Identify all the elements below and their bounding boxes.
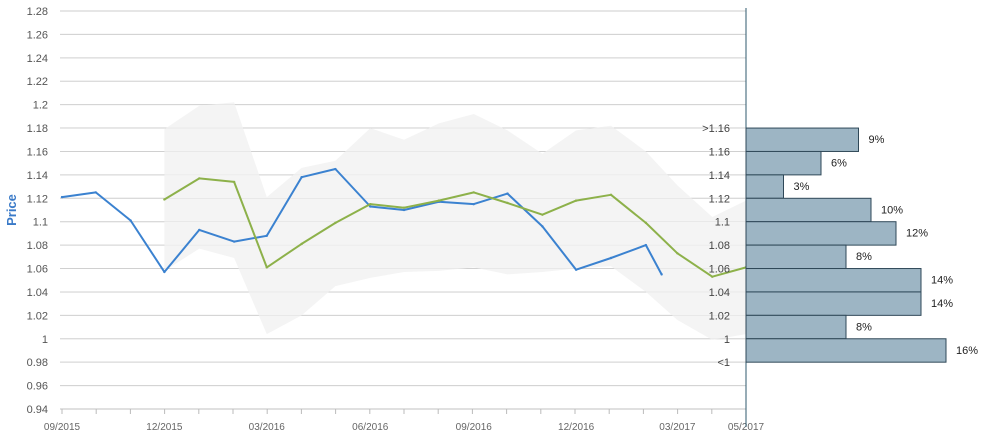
series-2-point [541,213,544,216]
series-1-point [163,270,166,274]
series-2-point [609,193,613,196]
distribution-percent-label: 8% [856,321,872,333]
distribution-bucket-label: 1.02 [709,310,730,322]
series-1-point [300,176,303,179]
series-2-point [676,252,679,255]
series-2-point [506,201,509,205]
distribution-bucket-label: 1.06 [709,264,730,276]
y-tick-label: 1.26 [27,29,48,41]
y-tick-label: 1.28 [27,6,48,18]
series-1-point [60,195,64,199]
series-1-point [609,256,613,260]
x-tick-label: 05/2017 [728,422,765,433]
distribution-bucket-label: 1.12 [709,193,730,205]
distribution-percent-label: 8% [856,251,872,263]
y-tick-label: 1.16 [27,146,48,158]
series-1-point [94,191,97,194]
forecast-range-band [164,102,762,340]
distribution-percent-label: 16% [956,345,978,357]
series-2-point [369,202,372,206]
y-tick-label: 1.12 [27,193,48,205]
x-tick-label: 09/2015 [44,422,81,433]
series-1-point [232,240,236,243]
distribution-percent-label: 14% [931,275,953,287]
x-tick-label: 06/2016 [352,422,389,433]
x-tick-label: 03/2016 [249,422,286,433]
series-1-point [660,273,663,276]
y-axis-label: Price [4,194,19,226]
distribution-bucket-label: 1.04 [709,287,730,299]
distribution-bucket-label: 1.16 [709,146,730,158]
y-tick-label: 1.2 [33,100,48,112]
series-1-point [129,219,132,222]
series-1-point [402,208,406,212]
series-1-point [265,234,268,237]
distribution-bucket-label: 1.08 [709,240,730,252]
series-2-point [163,198,166,201]
distribution-bar [745,338,947,363]
distribution-bar [745,314,847,340]
series-1-point [369,205,372,208]
series-2-point [644,221,648,225]
series-2-point [232,180,236,184]
distribution-bar [745,221,897,246]
y-tick-label: 1.24 [27,53,48,65]
x-tick-label: 12/2015 [146,422,183,433]
distribution-bucket-label: 1 [724,334,730,346]
distribution-bucket-label: 1.1 [715,217,730,229]
series-1-point [574,268,578,271]
distribution-percent-label: 3% [794,181,810,193]
series-2-point [198,177,201,180]
y-tick-label: 1.14 [27,170,48,182]
y-tick-label: 1.04 [27,287,48,299]
series-2-point [472,191,475,194]
y-tick-label: 1 [42,334,48,346]
distribution-bar [745,268,922,293]
distribution-bar [745,197,872,223]
distribution-percent-label: 6% [831,157,847,169]
x-tick-label: 03/2017 [659,422,696,433]
series-1-point [198,228,201,232]
x-tick-label: 12/2016 [558,422,595,433]
series-1-point [644,243,648,247]
y-tick-label: 1.02 [27,310,48,322]
y-tick-label: 1.18 [27,123,48,135]
series-2-point [574,199,578,202]
y-tick-label: 0.98 [27,357,48,369]
distribution-bar [745,244,847,270]
distribution-percent-label: 9% [869,134,885,146]
series-1-point [334,167,337,171]
distribution-bar [745,174,784,199]
distribution-bucket-label: 1.14 [709,170,730,182]
y-tick-label: 1.06 [27,264,48,276]
series-1-point [541,225,544,228]
distribution-bar [745,291,922,316]
series-2-point [402,206,406,209]
series-2-point [265,266,268,269]
distribution-bucket-label: >1.16 [702,123,730,135]
distribution-percent-label: 14% [931,298,953,310]
distribution-bar [745,127,859,152]
y-tick-label: 0.96 [27,381,48,393]
y-tick-label: 0.94 [27,404,48,416]
series-2-point [437,199,441,202]
series-1-point [506,192,509,195]
y-tick-label: 1.22 [27,76,48,88]
x-tick-label: 09/2016 [456,422,493,433]
distribution-bucket-label: <1 [717,357,730,369]
series-2-point [711,275,714,278]
distribution-percent-label: 12% [906,228,928,240]
distribution-bar [745,150,822,176]
series-2-point [300,242,303,246]
series-2-point [334,221,337,225]
y-tick-label: 1.08 [27,240,48,252]
distribution-percent-label: 10% [881,204,903,216]
y-tick-label: 1.1 [33,217,48,229]
series-1-point [472,202,475,206]
